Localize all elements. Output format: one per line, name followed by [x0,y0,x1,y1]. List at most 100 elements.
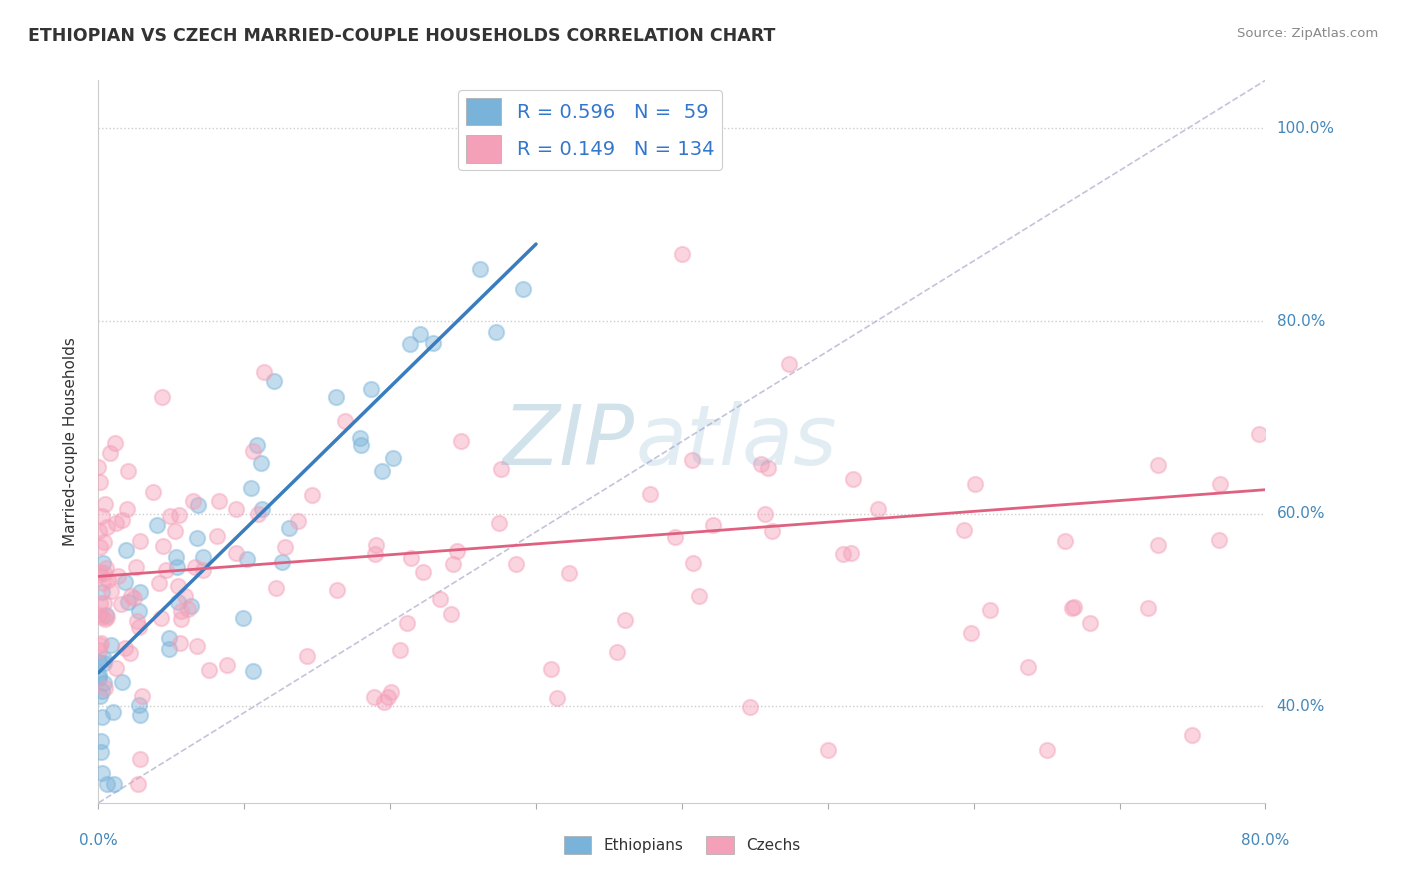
Point [396,615,419,630]
Text: 80.0%: 80.0% [1277,314,1324,328]
Text: 40.0%: 40.0% [1277,699,1324,714]
Point [756,460,779,475]
Point [87,460,110,475]
Point [91,585,114,599]
Text: 80.0%: 80.0% [1241,833,1289,848]
Point [87,524,110,538]
Point [103,776,125,790]
Point [170,612,193,626]
Legend: Ethiopians, Czechs: Ethiopians, Czechs [558,830,806,860]
Point [1146,458,1168,472]
Point [1078,615,1101,630]
Point [163,524,186,538]
Point [167,508,190,522]
Point [94,561,117,575]
Point [89,745,111,759]
Point [89,638,111,652]
Point [89,689,111,703]
Point [184,559,207,574]
Point [664,530,686,544]
Point [159,509,181,524]
Point [93,656,115,670]
Point [965,476,987,491]
Point [360,382,382,396]
Point [93,596,115,610]
Point [173,589,195,603]
Point [89,565,111,579]
Point [242,665,264,679]
Point [688,590,710,604]
Point [422,335,444,350]
Point [326,583,349,598]
Point [335,414,357,428]
Point [1063,599,1085,614]
Point [91,766,114,780]
Point [754,508,776,522]
Point [197,663,219,677]
Point [167,595,190,609]
Point [446,543,468,558]
Point [1054,534,1077,549]
Point [89,596,111,610]
Point [149,611,172,625]
Point [817,743,839,757]
Point [104,661,127,675]
Point [408,327,430,342]
Point [1137,601,1160,615]
Point [236,552,259,566]
Point [1247,426,1270,441]
Point [131,689,153,703]
Point [91,576,114,591]
Point [128,698,150,713]
Point [429,592,451,607]
Point [107,569,129,583]
Point [266,582,288,596]
Point [155,563,177,577]
Point [157,642,180,657]
Point [491,461,513,475]
Point [671,246,693,260]
Point [193,550,215,565]
Point [89,475,111,489]
Point [952,523,974,537]
Point [94,497,117,511]
Text: atlas: atlas [636,401,837,482]
Point [94,608,117,623]
Point [100,638,122,652]
Point [183,494,205,508]
Point [271,555,294,569]
Point [373,695,395,709]
Point [738,700,761,714]
Point [364,547,387,561]
Point [90,636,112,650]
Point [180,599,202,613]
Text: ZIP: ZIP [503,401,636,482]
Point [1060,600,1083,615]
Point [128,534,150,549]
Point [93,534,115,549]
Point [114,574,136,589]
Point [152,539,174,553]
Point [87,643,110,657]
Point [557,566,579,581]
Point [122,591,145,605]
Point [93,566,115,580]
Point [90,684,112,698]
Point [1146,538,1168,552]
Point [606,645,628,659]
Point [440,607,463,621]
Point [117,595,139,609]
Point [191,562,214,576]
Point [127,776,149,790]
Point [98,446,121,460]
Point [87,668,110,682]
Point [366,538,388,552]
Point [450,434,472,449]
Point [89,540,111,554]
Point [485,325,508,339]
Point [512,282,534,296]
Point [274,541,297,555]
Text: 60.0%: 60.0% [1277,507,1324,521]
Point [702,517,724,532]
Point [505,557,527,571]
